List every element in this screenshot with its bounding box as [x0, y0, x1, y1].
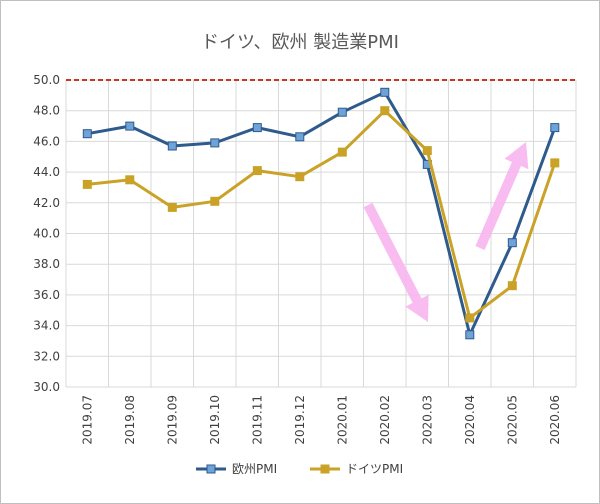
x-tick-label: 2020.06 [548, 395, 562, 445]
x-axis: 2019.07 2019.08 2019.09 2019.10 2019.11 2019.… [80, 395, 562, 445]
data-point [252, 166, 262, 176]
series-group [82, 87, 560, 340]
data-point [507, 238, 517, 248]
up-arrow [475, 142, 529, 250]
x-tick-label: 2020.01 [335, 395, 349, 445]
x-tick-label: 2020.02 [378, 395, 392, 445]
data-point [422, 146, 432, 156]
data-point [337, 107, 347, 117]
x-tick-label: 2020.03 [420, 395, 434, 445]
y-tick-label: 34.0 [33, 319, 60, 333]
y-tick-label: 32.0 [33, 349, 60, 363]
x-tick-label: 2019.10 [208, 395, 222, 445]
y-axis: 30.0 32.0 34.0 36.0 38.0 40.0 42.0 44.0 46.0 48.0… [33, 73, 60, 394]
down-arrow [363, 202, 429, 322]
y-tick-label: 42.0 [33, 196, 60, 210]
y-tick-label: 30.0 [33, 380, 60, 394]
x-tick-label: 2020.05 [505, 395, 519, 445]
series-europe [82, 87, 560, 340]
x-tick-label: 2019.11 [250, 395, 264, 445]
legend-label: ドイツPMI [346, 462, 403, 476]
series-line [87, 90, 557, 337]
y-tick-label: 48.0 [33, 104, 60, 118]
data-point [125, 175, 135, 185]
data-point [125, 121, 135, 131]
data-point [167, 202, 177, 212]
data-point [380, 106, 390, 116]
y-tick-label: 46.0 [33, 134, 60, 148]
series-germany [82, 106, 560, 323]
data-point [210, 196, 220, 206]
legend-swatch-marker [206, 464, 216, 474]
data-point [82, 179, 92, 189]
data-point [295, 172, 305, 182]
data-point [465, 313, 475, 323]
chart-title: ドイツ、欧州 製造業PMI [201, 32, 399, 53]
data-point [167, 141, 177, 151]
legend-swatch-marker [320, 464, 330, 474]
y-tick-label: 38.0 [33, 257, 60, 271]
up-arrow-shape [475, 142, 529, 250]
down-arrow-shape [363, 202, 429, 322]
data-point [380, 87, 390, 97]
data-point [465, 330, 475, 340]
data-point [252, 123, 262, 133]
data-point [550, 158, 560, 168]
x-tick-label: 2019.09 [165, 395, 179, 445]
x-tick-label: 2019.08 [123, 395, 137, 445]
x-tick-label: 2020.04 [463, 395, 477, 445]
data-point [337, 147, 347, 157]
y-tick-label: 44.0 [33, 165, 60, 179]
y-tick-label: 50.0 [33, 73, 60, 87]
legend-item: 欧州PMI [196, 462, 277, 476]
x-tick-label: 2019.07 [80, 395, 94, 445]
legend-item: ドイツPMI [310, 462, 403, 476]
legend-label: 欧州PMI [232, 462, 277, 476]
y-tick-label: 36.0 [33, 288, 60, 302]
series-line [87, 109, 557, 320]
data-point [550, 123, 560, 133]
trend-arrows [363, 142, 529, 322]
y-tick-label: 40.0 [33, 227, 60, 241]
data-point [507, 281, 517, 291]
x-tick-label: 2019.12 [293, 395, 307, 445]
legend: 欧州PMI ドイツPMI [196, 462, 403, 476]
data-point [210, 138, 220, 148]
data-point [295, 132, 305, 142]
data-point [82, 129, 92, 139]
